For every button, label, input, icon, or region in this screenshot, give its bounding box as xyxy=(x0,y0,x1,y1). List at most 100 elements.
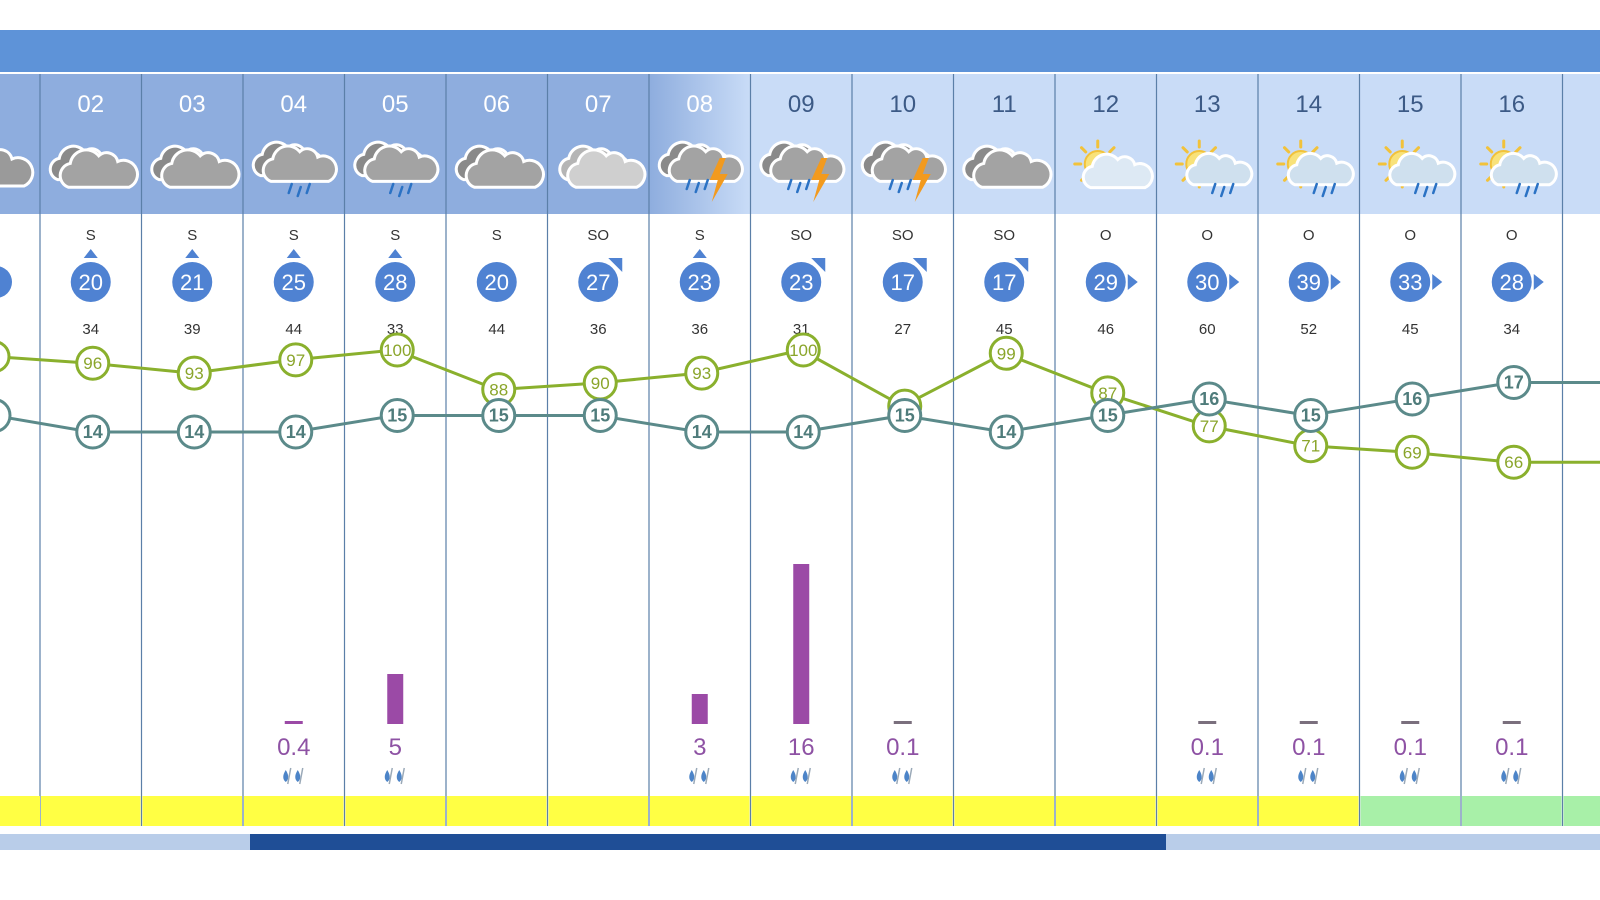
rain-cloud-icon xyxy=(251,140,338,198)
wind-arrow-icon xyxy=(1330,274,1341,290)
temperature-label: 14 xyxy=(184,422,204,442)
temperature-label: 15 xyxy=(1301,406,1321,426)
humidity-label: 90 xyxy=(591,374,610,393)
humidity-label: 87 xyxy=(1098,384,1117,403)
precipitation-label: 5 xyxy=(389,734,402,761)
temperature-label: 15 xyxy=(489,406,509,426)
humidity-label: 77 xyxy=(1200,417,1219,436)
day-label-15: 15 xyxy=(1397,91,1424,118)
humidity-point xyxy=(176,355,212,391)
precipitation-bar xyxy=(793,564,810,724)
thunderstorm-icon xyxy=(657,140,744,202)
risk-cell xyxy=(1563,796,1600,826)
scroll-thumb[interactable] xyxy=(250,834,1166,850)
rain-drops-icon xyxy=(1298,767,1319,785)
precipitation-label: 0.1 xyxy=(1292,734,1325,761)
precipitation-label: 0.1 xyxy=(886,734,919,761)
temperature-point xyxy=(988,414,1024,450)
temperature-point xyxy=(278,414,314,450)
wind-speed-circle xyxy=(1288,262,1329,302)
wind-speed-label: 20 xyxy=(485,270,509,295)
rain-drops-icon xyxy=(790,767,811,785)
wind-speed-label: 28 xyxy=(1500,270,1524,295)
wind-speed-label: 28 xyxy=(383,270,407,295)
wind-direction-label: S xyxy=(187,227,197,244)
precipitation-bar xyxy=(1198,721,1217,724)
precipitation-label: 3 xyxy=(693,734,706,761)
temperature-point xyxy=(1090,398,1126,433)
wind-gust-label: 52 xyxy=(1300,321,1317,338)
humidity-label: 97 xyxy=(286,351,305,370)
wind-speed-circle xyxy=(781,262,822,302)
cloudy-icon xyxy=(962,144,1053,189)
wind-direction-label: SO xyxy=(790,227,812,244)
day-label-16: 16 xyxy=(1498,91,1525,118)
wind-gust-label: 36 xyxy=(590,321,607,338)
wind-arrow-icon xyxy=(388,249,403,258)
day-label-02: 02 xyxy=(77,91,104,118)
humidity-label: 71 xyxy=(1301,437,1320,456)
day-label-03: 03 xyxy=(179,91,206,118)
wind-speed-circle xyxy=(172,262,213,302)
wind-gust-label: 39 xyxy=(184,321,201,338)
temperature-point xyxy=(481,398,517,433)
rain-drops-icon xyxy=(689,767,710,785)
header-cell-15 xyxy=(1359,74,1461,214)
humidity-point xyxy=(75,345,111,381)
wind-gust-label: 60 xyxy=(1199,321,1216,338)
precipitation-label: 0.1 xyxy=(1394,734,1427,761)
wind-direction-label: O xyxy=(1303,227,1315,244)
risk-cell xyxy=(1157,796,1257,826)
header-cell-06 xyxy=(446,74,548,214)
wind-direction-label: SO xyxy=(993,227,1015,244)
wind-speed-label: 30 xyxy=(1195,270,1219,295)
temperature-point xyxy=(1191,381,1227,417)
wind-gust-label: 45 xyxy=(996,321,1013,338)
header-cell-03 xyxy=(141,74,243,214)
wind-direction-label: SO xyxy=(892,227,914,244)
humidity-point xyxy=(988,335,1024,371)
humidity-point xyxy=(0,341,11,372)
wind-arrow-icon xyxy=(1229,274,1240,290)
precipitation-bar xyxy=(691,694,708,724)
thunderstorm-icon xyxy=(759,140,846,202)
sun-cloud-icon xyxy=(1073,139,1154,190)
wind-speed-label: 39 xyxy=(1297,270,1321,295)
wind-arrow-icon xyxy=(185,249,200,258)
wind-speed-label: 23 xyxy=(688,270,712,295)
day-label-06: 06 xyxy=(483,91,510,118)
wind-speed-circle xyxy=(70,262,111,302)
wind-direction-label: S xyxy=(86,227,96,244)
temperature-point xyxy=(0,399,12,432)
risk-cell xyxy=(853,796,953,826)
wind-direction-label: O xyxy=(1404,227,1416,244)
header-cell-16 xyxy=(1461,74,1563,214)
precipitation-bar xyxy=(1401,721,1420,724)
humidity-label: 93 xyxy=(185,364,204,383)
temperature-label: 16 xyxy=(1199,389,1219,409)
wind-arrow-icon xyxy=(1127,274,1138,290)
precipitation-label: 16 xyxy=(788,734,815,761)
risk-cell xyxy=(345,796,445,826)
wind-speed-label: 29 xyxy=(1094,270,1118,295)
wind-speed-label: 21 xyxy=(180,270,204,295)
rain-drops-icon xyxy=(892,767,913,785)
humidity-label: 99 xyxy=(997,344,1016,363)
rain-drops-icon xyxy=(283,767,304,785)
temperature-label: 15 xyxy=(387,406,407,426)
wind-speed-label: 33 xyxy=(1398,270,1422,295)
risk-cell xyxy=(244,796,344,826)
wind-gust-label: 36 xyxy=(691,321,708,338)
wind-direction-label: S xyxy=(390,227,400,244)
precipitation-bar xyxy=(387,674,404,724)
day-label-05: 05 xyxy=(382,91,409,118)
wind-speed-label: 20 xyxy=(79,270,103,295)
temperature-point xyxy=(176,414,212,450)
day-label-04: 04 xyxy=(280,91,307,118)
wind-arrow-icon xyxy=(286,249,301,258)
precipitation-bar xyxy=(893,721,912,724)
temperature-label: 14 xyxy=(692,422,712,442)
header-cell-partial xyxy=(0,74,40,214)
wind-speed-circle xyxy=(1187,262,1228,302)
